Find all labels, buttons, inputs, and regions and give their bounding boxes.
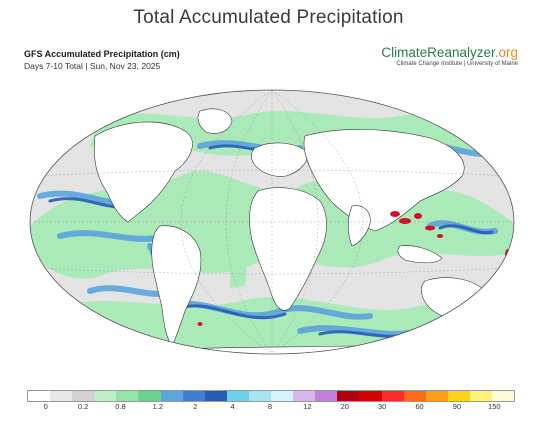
legend-tick-label: 0.8 <box>115 402 126 411</box>
legend-swatch <box>138 391 161 401</box>
legend-ticks: 0 0.2 0.8 1.2 2 4 8 12 20 30 60 90 150 <box>27 402 515 414</box>
brand-name: ClimateReanalyzer.org <box>381 45 518 60</box>
legend-tick-label: 8 <box>267 402 273 411</box>
brand-name-main: ClimateReanalyzer <box>381 45 495 60</box>
legend-swatch <box>337 391 360 401</box>
map-subtitle: GFS Accumulated Precipitation (cm) <box>24 49 180 59</box>
legend-swatch <box>204 391 227 401</box>
legend-swatch <box>226 391 249 401</box>
north-america <box>94 121 193 223</box>
legend-swatch <box>491 391 515 401</box>
legend-swatch <box>160 391 183 401</box>
legend-swatch <box>403 391 426 401</box>
legend-swatch <box>469 391 492 401</box>
legend-tick-label: 60 <box>415 402 424 411</box>
europe <box>251 142 308 177</box>
legend-tick-label: 30 <box>377 402 387 411</box>
legend-swatch <box>381 391 404 401</box>
legend-tick-label: 90 <box>452 402 462 411</box>
legend-tick-label: 0 <box>43 402 48 411</box>
legend-tick-label: 12 <box>303 402 312 411</box>
legend-swatch <box>72 391 95 401</box>
legend-swatch <box>28 391 51 401</box>
legend-swatch <box>293 391 316 401</box>
legend-tick-label: 4 <box>230 402 235 411</box>
legend-tick-label: 150 <box>488 402 501 411</box>
asia <box>303 129 465 232</box>
brand-name-suffix: .org <box>494 45 518 60</box>
brand-tagline: Climate Change Institute | University of… <box>396 61 518 67</box>
graticule <box>30 90 514 354</box>
indonesia <box>397 245 443 264</box>
legend-tick-label: 2 <box>193 402 198 411</box>
legend-swatch <box>447 391 470 401</box>
legend-tick-label: 20 <box>340 402 349 411</box>
brand-logo[interactable]: ClimateReanalyzer.org Climate Change Ins… <box>381 45 518 67</box>
legend-tick-label: 1.2 <box>152 402 164 411</box>
precipitation-map <box>0 76 537 376</box>
legend-swatch <box>425 391 448 401</box>
greenland <box>197 108 233 134</box>
legend-swatch <box>271 391 294 401</box>
antarctica <box>39 345 514 354</box>
legend-swatch <box>315 391 338 401</box>
africa <box>249 187 327 311</box>
legend-swatch <box>116 391 139 401</box>
legend-swatch <box>248 391 272 401</box>
globe-outline <box>29 89 515 355</box>
legend-swatch <box>50 391 73 401</box>
date-line: Days 7-10 Total | Sun, Nov 23, 2025 <box>24 61 161 71</box>
legend-swatch <box>182 391 205 401</box>
color-legend <box>27 390 515 402</box>
map-svg <box>29 89 515 355</box>
legend-swatch <box>359 391 382 401</box>
india <box>347 205 371 247</box>
legend-tick-label: 0.2 <box>77 402 89 411</box>
legend-swatch <box>94 391 117 401</box>
map-title: Total Accumulated Precipitation <box>133 7 404 28</box>
